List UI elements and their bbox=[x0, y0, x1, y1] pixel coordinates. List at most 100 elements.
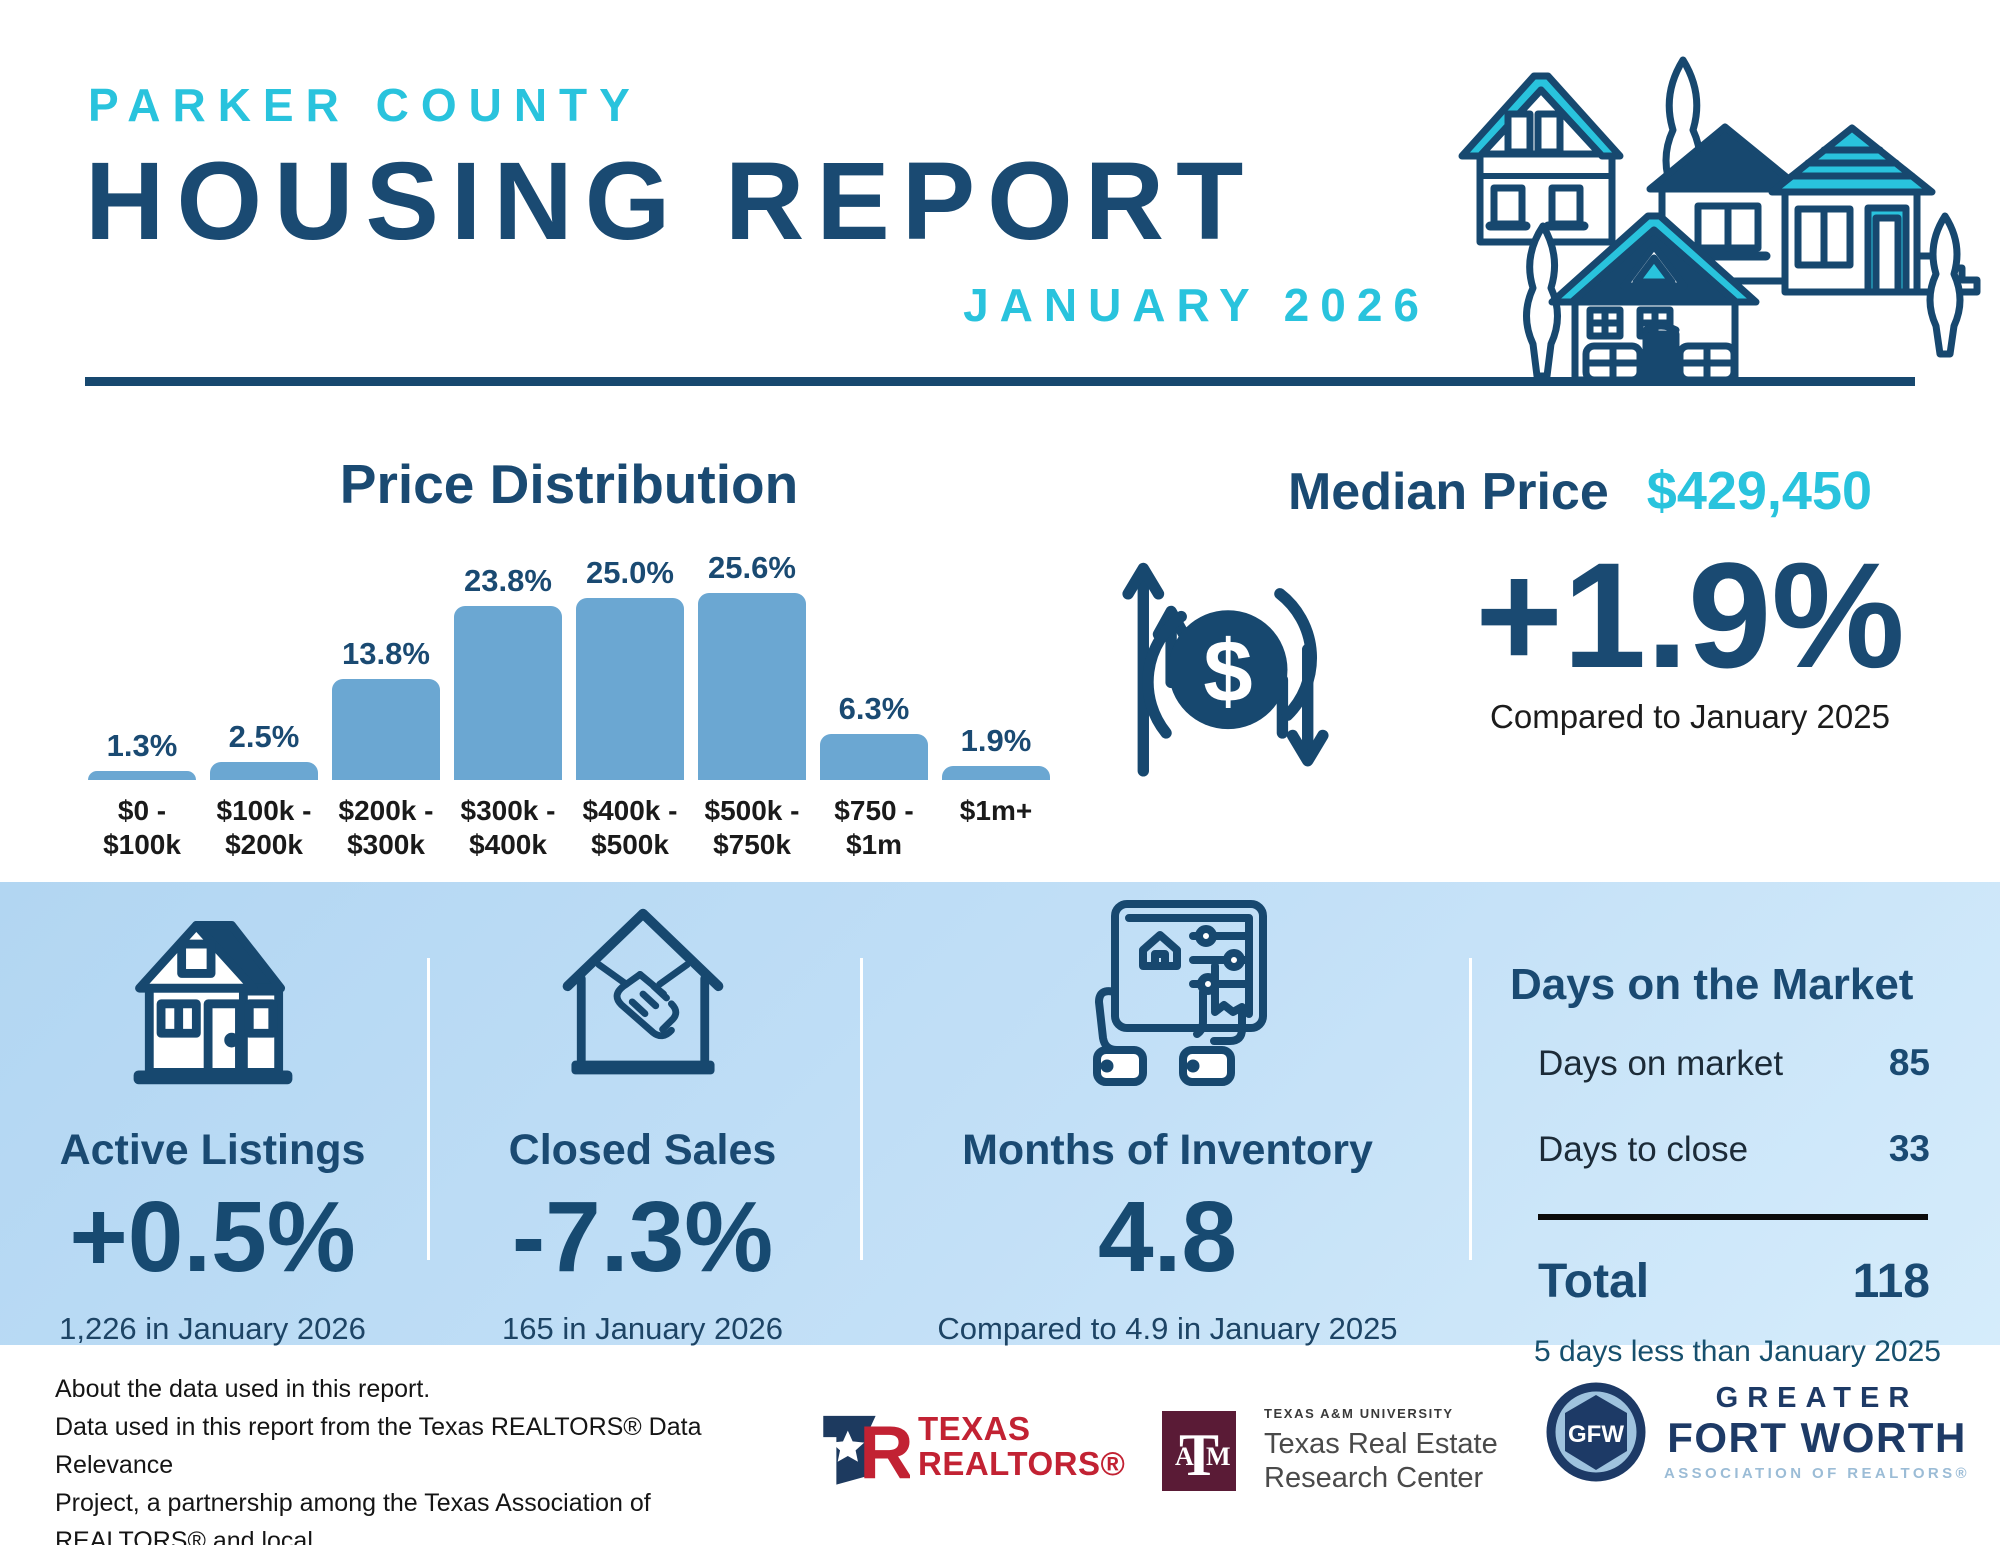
bar-category-line: $100k bbox=[103, 829, 181, 861]
svg-text:T: T bbox=[1179, 1422, 1219, 1488]
bar-category-line: $750k bbox=[713, 829, 791, 861]
months-of-inventory-value: 4.8 bbox=[1097, 1181, 1237, 1293]
bar bbox=[942, 766, 1050, 780]
about-text: About the data used in this report. Data… bbox=[55, 1375, 702, 1545]
bar-category-label: $200k - $300k bbox=[332, 794, 440, 862]
bar bbox=[332, 679, 440, 780]
page-title: HOUSING REPORT bbox=[85, 140, 1256, 263]
bar-category-line: $500k - bbox=[704, 795, 800, 826]
bar-category-label: $0 - $100k bbox=[88, 794, 196, 862]
bar-chart: 1.3% 2.5% 13.8% 23.8% 25.0% 25.6% 6.3% 1.9% bbox=[88, 545, 1050, 780]
texas-realtors-line1: TEXAS bbox=[918, 1410, 1031, 1448]
bar bbox=[88, 770, 196, 780]
dom-rows: Days on market 85 Days to close 33 bbox=[1505, 1042, 1970, 1170]
dom-row: Days on market 85 bbox=[1538, 1042, 1930, 1084]
gfw-line2: FORT WORTH bbox=[1667, 1414, 1967, 1461]
bar-category-line: $1m+ bbox=[959, 795, 1033, 826]
house-icon bbox=[133, 921, 292, 1085]
bar-category-line: $100k - bbox=[216, 795, 312, 826]
band-divider bbox=[427, 958, 430, 1260]
closed-sales-section: Closed Sales -7.3% 165 in January 2026 bbox=[440, 882, 845, 1346]
bar-chart-categories: $0 - $100k $100k - $200k $200k - $300k $300k -… bbox=[88, 794, 1050, 862]
bar-column: 6.3% bbox=[820, 691, 928, 780]
days-on-market-caption: 5 days less than January 2025 bbox=[1534, 1335, 1941, 1368]
gfw-line3: ASSOCIATION OF REALTORS® bbox=[1664, 1465, 1970, 1483]
svg-text:A: A bbox=[1175, 1442, 1194, 1471]
dom-row-value: 33 bbox=[1888, 1128, 1930, 1169]
bar-column: 13.8% bbox=[332, 636, 440, 780]
bar-category-line: $500k bbox=[591, 829, 669, 861]
bar-value-label: 6.3% bbox=[838, 691, 910, 726]
median-price-change: +1.9% bbox=[1475, 531, 1905, 699]
days-on-market-title: Days on the Market bbox=[1510, 960, 1914, 1009]
texas-realtors-line2: REALTORS® bbox=[918, 1445, 1126, 1482]
bar-category-label: $100k - $200k bbox=[210, 794, 318, 862]
gfw-wordmark: GREATER FORT WORTH ASSOCIATION OF REALTO… bbox=[1664, 1382, 1970, 1482]
months-of-inventory-title: Months of Inventory bbox=[962, 1126, 1373, 1174]
bar-category-label: $300k - $400k bbox=[454, 794, 562, 862]
bar-category-label: $400k - $500k bbox=[576, 794, 684, 862]
median-price-caption: Compared to January 2025 bbox=[1490, 698, 1890, 735]
texas-realtors-wordmark: TEXAS REALTORS® bbox=[918, 1412, 1125, 1481]
trerc-line1: TEXAS A&M UNIVERSITY bbox=[1264, 1406, 1454, 1421]
bar-value-label: 23.8% bbox=[464, 563, 552, 599]
trerc-wordmark: TEXAS A&M UNIVERSITY Texas Real Estate R… bbox=[1264, 1406, 1498, 1495]
trerc-line2: Texas Real Estate bbox=[1264, 1428, 1498, 1460]
months-of-inventory-caption: Compared to 4.9 in January 2025 bbox=[937, 1311, 1398, 1346]
bar-category-line: $400k bbox=[469, 829, 547, 861]
bar-value-label: 13.8% bbox=[342, 636, 430, 672]
bar bbox=[576, 597, 684, 780]
bar-category-line: $200k - bbox=[338, 795, 434, 826]
gfw-mark-icon: GFW bbox=[1546, 1382, 1646, 1482]
bar-category-line: $300k - bbox=[460, 795, 556, 826]
median-price-heading: Median Price $429,450 bbox=[1180, 460, 1980, 522]
texas-realtors-mark-icon: R bbox=[823, 1410, 910, 1489]
closed-sales-caption: 165 in January 2026 bbox=[502, 1311, 783, 1346]
dom-total-label: Total bbox=[1538, 1255, 1650, 1308]
bar-value-label: 25.0% bbox=[586, 554, 674, 590]
gfw-logo: GFW GREATER FORT WORTH ASSOCIATION OF RE… bbox=[1546, 1382, 1970, 1482]
header-divider bbox=[85, 377, 1915, 386]
active-listings-change: +0.5% bbox=[69, 1181, 356, 1293]
bar-column: 25.0% bbox=[576, 554, 684, 780]
svg-text:M: M bbox=[1206, 1442, 1231, 1471]
closed-sales-change: -7.3% bbox=[511, 1181, 774, 1293]
bar-category-line: $400k - bbox=[582, 795, 678, 826]
closed-sales-title: Closed Sales bbox=[508, 1126, 777, 1174]
svg-text:GFW: GFW bbox=[1568, 1421, 1624, 1448]
median-price-label: Median Price bbox=[1287, 463, 1609, 521]
report-period: JANUARY 2026 bbox=[963, 279, 1430, 331]
handshake-house-icon bbox=[562, 908, 723, 1075]
dom-row: Days to close 33 bbox=[1538, 1128, 1930, 1170]
bar-value-label: 1.9% bbox=[960, 723, 1032, 759]
inventory-tablet-icon bbox=[1092, 900, 1267, 1086]
stats-band: Active Listings +0.5% 1,226 in January 2… bbox=[0, 882, 2000, 1368]
bar-value-label: 2.5% bbox=[228, 718, 300, 754]
houses-illustration bbox=[1458, 56, 1981, 384]
bar-category-line: $300k bbox=[347, 829, 425, 861]
bar-column: 23.8% bbox=[454, 563, 562, 780]
bar-category-line: $200k bbox=[225, 829, 303, 861]
bar bbox=[820, 734, 928, 780]
active-listings-title: Active Listings bbox=[59, 1126, 366, 1174]
bar-value-label: 25.6% bbox=[708, 550, 796, 586]
county-label: PARKER COUNTY bbox=[88, 79, 642, 131]
bar-value-label: 1.3% bbox=[106, 727, 178, 763]
chart-title: Price Distribution bbox=[339, 453, 799, 515]
bar-category-label: $750 - $1m bbox=[820, 794, 928, 862]
dom-total-value: 118 bbox=[1852, 1255, 1930, 1308]
svg-text:$: $ bbox=[1203, 621, 1252, 720]
bar-column: 2.5% bbox=[210, 719, 318, 780]
months-of-inventory-section: Months of Inventory 4.8 Compared to 4.9 … bbox=[875, 882, 1460, 1346]
bar bbox=[454, 606, 562, 780]
dom-row-value: 85 bbox=[1888, 1042, 1930, 1083]
texas-realtors-logo: R TEXAS REALTORS® bbox=[820, 1405, 1125, 1489]
band-divider bbox=[860, 958, 863, 1260]
dom-row-label: Days on market bbox=[1538, 1044, 1784, 1083]
dom-row-label: Days to close bbox=[1538, 1130, 1749, 1169]
band-divider bbox=[1469, 958, 1472, 1260]
trerc-logo: A M T TEXAS A&M UNIVERSITY Texas Real Es… bbox=[1162, 1406, 1498, 1495]
bar-column: 1.9% bbox=[942, 723, 1050, 780]
bar bbox=[698, 593, 806, 780]
